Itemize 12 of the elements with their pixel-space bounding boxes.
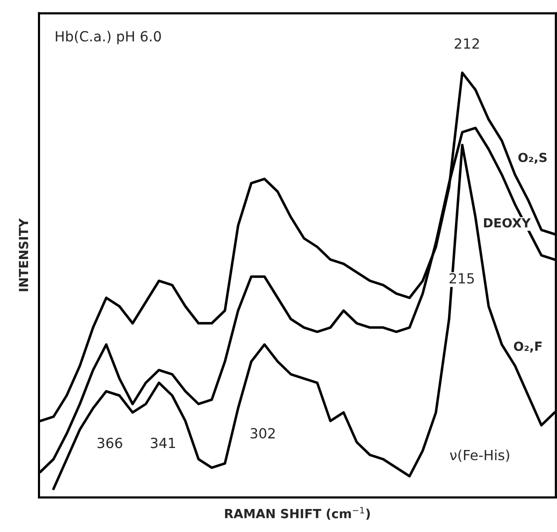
y-axis-title: INTENSITY: [18, 218, 28, 292]
text: 212: [454, 38, 479, 49]
series-label: O₂,S: [518, 152, 547, 164]
annotation: 302: [250, 428, 275, 439]
series-label: O₂,F: [514, 342, 542, 353]
annotation: 215: [450, 273, 474, 284]
series-label: DEOXY: [484, 218, 531, 228]
x-axis-title: RAMAN SHIFT (cm$^{−1}$): [225, 506, 370, 520]
annotation: 366: [98, 438, 122, 448]
text: Hb(C.a.) pH 6.0: [56, 30, 161, 44]
annotation: 341: [150, 438, 176, 448]
annotation: ν(Fe-His): [450, 450, 510, 462]
